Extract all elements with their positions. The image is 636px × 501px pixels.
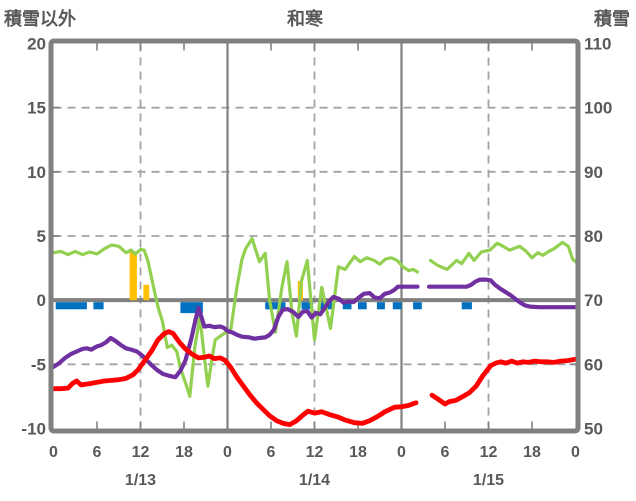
blue-bars — [342, 302, 352, 310]
blue-bars — [93, 302, 104, 310]
right-axis-tick-label: 50 — [584, 420, 603, 439]
hour-tick-label: 6 — [93, 444, 102, 461]
left-axis-tick-label: 15 — [27, 99, 46, 118]
chart-title: 和寒 — [287, 9, 323, 29]
orange-bars — [129, 251, 137, 301]
hour-tick-label: 6 — [441, 444, 450, 461]
right-axis-tick-label: 90 — [584, 163, 603, 182]
right-axis-tick-label: 60 — [584, 355, 603, 374]
hour-tick-label: 6 — [267, 444, 276, 461]
hour-tick-label: 12 — [480, 444, 498, 461]
hour-tick-label: 0 — [571, 444, 580, 461]
left-axis-tick-label: -5 — [31, 355, 46, 374]
blue-bars — [55, 302, 87, 310]
left-axis-tick-label: -10 — [21, 420, 46, 439]
red-line — [51, 329, 578, 427]
plot-frame — [48, 38, 581, 434]
blue-bars — [461, 302, 472, 310]
blue-bars — [413, 302, 422, 310]
left-axis-tick-label: 10 — [27, 163, 46, 182]
blue-bars — [376, 302, 385, 310]
hour-tick-label: 0 — [223, 444, 232, 461]
date-label: 1/13 — [125, 472, 156, 489]
blue-bars — [265, 302, 286, 310]
left-axis-tick-label: 20 — [27, 35, 46, 54]
purple-line — [51, 277, 578, 380]
green-line — [51, 237, 578, 398]
hour-tick-label: 12 — [306, 444, 324, 461]
hour-tick-label: 18 — [175, 444, 193, 461]
hour-tick-label: 18 — [349, 444, 367, 461]
hour-tick-label: 18 — [523, 444, 541, 461]
right-axis-tick-label: 100 — [584, 99, 612, 118]
hour-tick-label: 12 — [132, 444, 150, 461]
hour-tick-label: 0 — [49, 444, 58, 461]
orange-bars — [143, 284, 150, 301]
blue-bars — [301, 302, 314, 310]
blue-bars — [358, 302, 367, 310]
right-axis-title: 積雪 — [594, 9, 630, 29]
right-axis-tick-label: 110 — [584, 35, 611, 54]
left-axis-tick-label: 5 — [37, 227, 46, 246]
right-axis-tick-label: 70 — [584, 291, 603, 310]
hour-tick-label: 0 — [397, 444, 406, 461]
left-axis-tick-label: 0 — [37, 291, 46, 310]
blue-bars — [392, 302, 402, 310]
right-axis-tick-label: 80 — [584, 227, 603, 246]
date-label: 1/14 — [299, 472, 330, 489]
date-label: 1/15 — [473, 472, 504, 489]
left-axis-title: 積雪以外 — [4, 9, 76, 29]
blue-bars — [180, 302, 203, 314]
